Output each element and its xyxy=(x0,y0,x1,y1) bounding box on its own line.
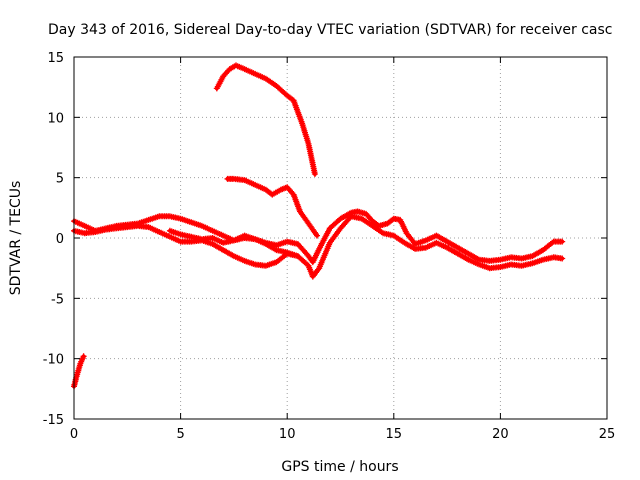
series-main-band-lower xyxy=(71,213,566,280)
data-point xyxy=(80,353,87,360)
series-band xyxy=(225,176,319,238)
series-arc-high xyxy=(213,62,318,177)
data-point xyxy=(311,171,318,177)
data-layer xyxy=(71,62,566,390)
x-tick-label: 5 xyxy=(176,427,184,442)
chart-title: Day 343 of 2016, Sidereal Day-to-day VTE… xyxy=(48,22,612,38)
y-tick-label: -15 xyxy=(43,413,64,428)
y-tick-label: 5 xyxy=(56,172,64,187)
x-tick-label: 25 xyxy=(599,427,616,442)
x-axis-label: GPS time / hours xyxy=(281,459,398,475)
plot-frame xyxy=(73,56,608,420)
data-point xyxy=(304,261,311,268)
data-point xyxy=(559,255,566,262)
y-tick-label: 15 xyxy=(47,51,64,66)
grid-layer xyxy=(74,57,607,419)
series-arc-early-low xyxy=(71,353,87,390)
y-axis-label: SDTVAR / TECUs xyxy=(8,181,24,296)
series-arc-mid xyxy=(224,175,320,239)
y-tick-label: 0 xyxy=(56,232,64,247)
x-tick-label: 0 xyxy=(70,427,78,442)
y-tick-label: 10 xyxy=(47,111,64,126)
x-tick-label: 10 xyxy=(279,427,296,442)
x-tick-label: 15 xyxy=(386,427,403,442)
y-tick-label: -5 xyxy=(51,292,64,307)
series-mid-branch xyxy=(166,227,301,260)
data-point xyxy=(559,238,566,245)
x-tick-label: 20 xyxy=(492,427,509,442)
tick-layer: 0 5 10 15 20 25 -15 -10 -5 0 5 10 15 xyxy=(43,51,616,442)
data-point xyxy=(314,232,320,239)
data-point xyxy=(294,253,301,260)
y-tick-label: -10 xyxy=(43,353,64,368)
